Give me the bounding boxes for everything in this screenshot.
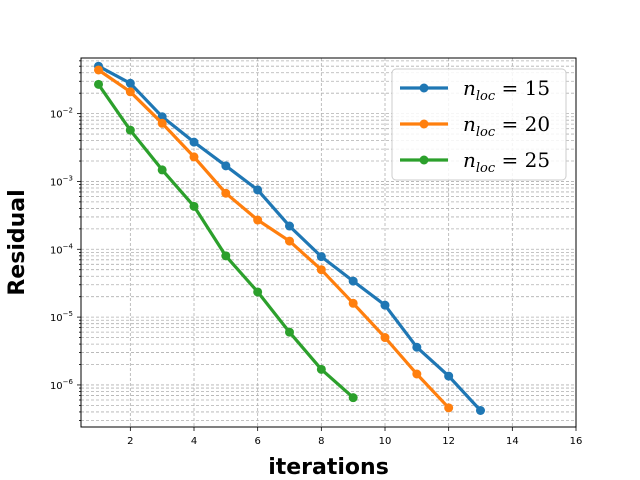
data-point [412,342,422,352]
data-point [221,161,231,171]
data-point [125,125,135,135]
data-point [94,79,104,89]
data-point [157,118,167,128]
plot-frame [80,57,577,428]
data-point [380,333,390,343]
data-point [221,188,231,198]
y-tick-label: 10−4 [50,242,74,256]
data-point [348,393,358,403]
data-point [316,265,326,275]
data-point [476,406,486,416]
x-tick-label: 2 [127,436,133,447]
x-axis-title: iterations [268,455,389,480]
data-point [444,371,454,381]
data-point [316,252,326,262]
data-point [348,276,358,286]
data-point [189,152,199,162]
y-tick-label: 10−3 [50,174,73,188]
y-tick-label: 10−5 [50,310,73,324]
data-point [253,215,263,225]
y-axis-title: Residual [5,189,30,295]
data-point [348,298,358,308]
x-tick-label: 10 [379,436,392,447]
data-point [380,300,390,310]
x-tick-label: 8 [318,436,324,447]
data-point [189,201,199,211]
grid [81,58,577,427]
legend-label: nloc = 20 [463,112,550,140]
legend-box [391,68,567,181]
x-tick-label: 6 [254,436,260,447]
axis-ticks: 2 4 6 8 10 12 14 16 10−6 10−5 10−4 10−3 10−2 [50,60,583,447]
data-point [412,369,422,379]
data-point [125,87,135,97]
data-point [253,185,263,195]
data-point [285,327,295,337]
y-tick-label: 10−2 [50,107,73,121]
data-point [285,221,295,231]
x-tick-label: 16 [570,436,583,447]
series-group [94,61,486,416]
legend-marker [419,119,429,129]
data-point [285,236,295,246]
y-tick-label: 10−6 [50,378,74,392]
data-point [189,137,199,147]
legend-marker [419,83,429,93]
data-point [253,287,263,297]
x-tick-label: 14 [506,436,519,447]
data-point [125,78,135,88]
legend-marker [419,155,429,165]
data-point [444,403,454,413]
legend-label: nloc = 25 [463,148,550,176]
x-tick-label: 4 [191,436,197,447]
data-point [316,364,326,374]
data-point [157,165,167,175]
legend: nloc = 15 nloc = 20 nloc = 25 [391,68,567,181]
legend-label: nloc = 15 [463,76,550,104]
series-line-2 [97,68,450,409]
data-point [94,65,104,75]
data-point [221,251,231,261]
x-tick-label: 12 [442,436,455,447]
